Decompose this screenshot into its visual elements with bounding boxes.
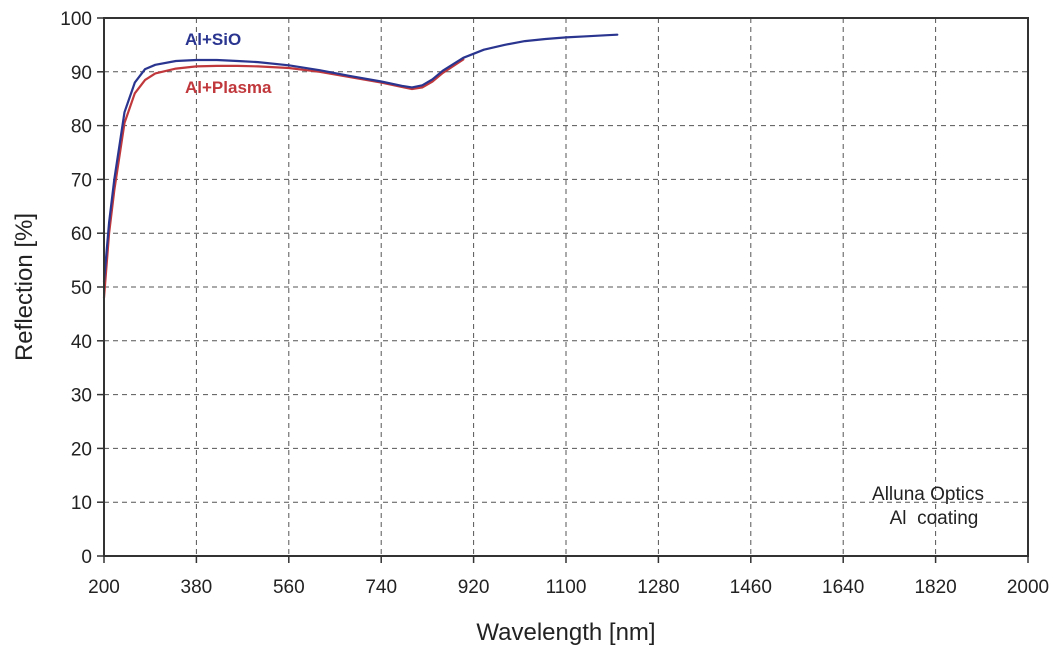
grid-lines [104,18,1028,556]
x-tick-label: 1100 [546,577,587,598]
x-tick-label: 740 [365,577,397,598]
axis-ticks [97,17,1029,563]
y-tick-label: 30 [71,386,92,407]
y-tick-label: 40 [71,332,92,353]
x-tick-label: 2000 [1007,577,1049,598]
y-axis-title: Reflection [%] [11,213,38,361]
x-tick-label: 1280 [637,577,679,598]
y-tick-label: 100 [60,9,92,30]
y-tick-label: 90 [71,63,92,84]
series-label-al-sio: Al+SiO [185,30,241,49]
x-tick-label: 1640 [822,577,864,598]
y-tick-label: 50 [71,278,92,299]
y-tick-label: 60 [71,224,92,245]
y-tick-label: 80 [71,117,92,138]
x-axis-title: Wavelength [nm] [476,619,655,646]
series-line-al-sio [102,33,619,283]
series-label-al-plasma: Al+Plasma [185,78,272,97]
x-tick-label: 920 [458,577,490,598]
y-tick-label: 10 [71,493,92,514]
x-tick-label: 1460 [730,577,772,598]
x-tick-label: 560 [273,577,305,598]
annotation-company: Alluna Optics [872,484,984,505]
axis-labels: 200 380 560 740 920 1100 1280 1460 1640 1820 2000 0… [60,9,1049,598]
annotation-coating: Al coating [890,508,979,529]
y-tick-label: 20 [71,439,92,460]
x-tick-label: 1820 [914,577,956,598]
y-tick-label: 0 [81,547,92,568]
y-tick-label: 70 [71,170,92,191]
x-tick-label: 200 [88,577,120,598]
series-lines [102,33,619,299]
series-line-al-plasma [102,58,465,299]
x-tick-label: 380 [181,577,213,598]
